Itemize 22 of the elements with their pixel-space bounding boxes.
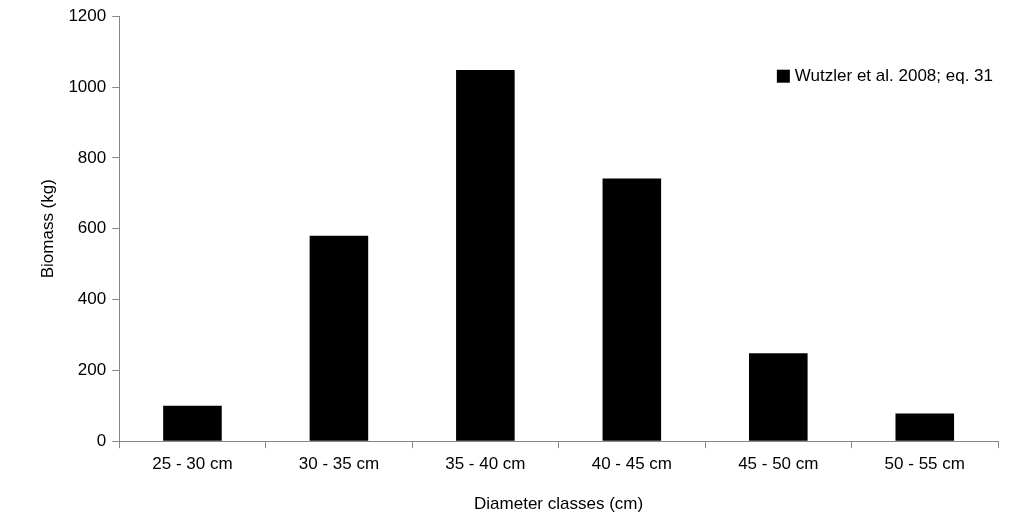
x-tick-label: 40 - 45 cm	[591, 454, 672, 474]
bar	[895, 413, 955, 441]
bar	[163, 405, 222, 441]
bar	[602, 178, 662, 441]
y-tick-label: 400	[77, 289, 107, 309]
x-tick-label: 35 - 40 cm	[445, 454, 526, 474]
bar	[309, 235, 369, 441]
y-tick-label: 1200	[68, 5, 107, 25]
x-tick-label: 25 - 30 cm	[152, 454, 233, 474]
bar	[749, 353, 808, 441]
x-tick-label: 30 - 35 cm	[298, 454, 380, 474]
y-tick-label: 1000	[68, 76, 107, 96]
y-tick-label: 0	[96, 430, 107, 450]
y-tick-label: 800	[77, 147, 107, 167]
y-axis-title: Biomass (kg)	[37, 179, 57, 279]
x-tick-label: 50 - 55 cm	[884, 454, 965, 474]
y-tick-label: 200	[77, 360, 107, 380]
bar	[456, 70, 515, 441]
x-axis-title: Diameter classes (cm)	[474, 494, 644, 514]
legend-label: Wutzler et al. 2008; eq. 31	[794, 65, 993, 85]
y-tick-label: 600	[77, 218, 107, 238]
x-tick-label: 45 - 50 cm	[738, 454, 819, 474]
